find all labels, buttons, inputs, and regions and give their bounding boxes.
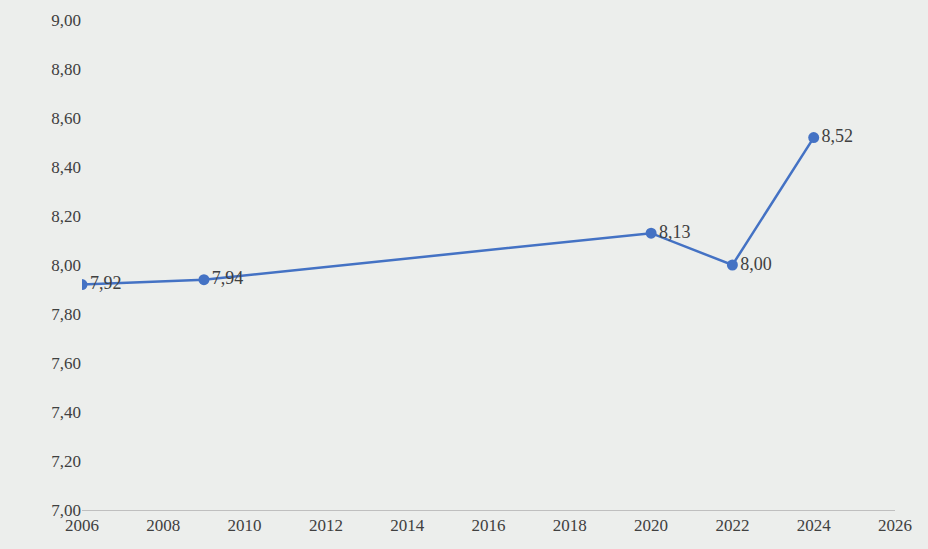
svg-text:7,20: 7,20 [51, 452, 81, 471]
svg-text:2026: 2026 [878, 516, 912, 535]
svg-text:2010: 2010 [228, 516, 262, 535]
svg-text:7,94: 7,94 [212, 268, 244, 288]
svg-text:7,80: 7,80 [51, 305, 81, 324]
svg-text:2006: 2006 [65, 516, 99, 535]
svg-text:2008: 2008 [146, 516, 180, 535]
svg-text:8,60: 8,60 [51, 109, 81, 128]
svg-text:2012: 2012 [309, 516, 343, 535]
svg-text:8,13: 8,13 [659, 222, 691, 242]
svg-text:7,92: 7,92 [90, 273, 122, 293]
svg-text:8,00: 8,00 [51, 256, 81, 275]
svg-text:8,00: 8,00 [740, 254, 772, 274]
svg-text:8,20: 8,20 [51, 207, 81, 226]
svg-text:2024: 2024 [797, 516, 832, 535]
svg-text:9,00: 9,00 [51, 11, 81, 30]
svg-text:8,80: 8,80 [51, 60, 81, 79]
svg-text:7,00: 7,00 [51, 501, 81, 520]
svg-text:7,60: 7,60 [51, 354, 81, 373]
svg-text:2020: 2020 [634, 516, 668, 535]
svg-text:2016: 2016 [472, 516, 506, 535]
svg-text:2014: 2014 [390, 516, 425, 535]
svg-text:2018: 2018 [553, 516, 587, 535]
svg-text:2022: 2022 [715, 516, 749, 535]
svg-text:8,40: 8,40 [51, 158, 81, 177]
svg-text:8,52: 8,52 [822, 126, 854, 146]
svg-text:7,40: 7,40 [51, 403, 81, 422]
